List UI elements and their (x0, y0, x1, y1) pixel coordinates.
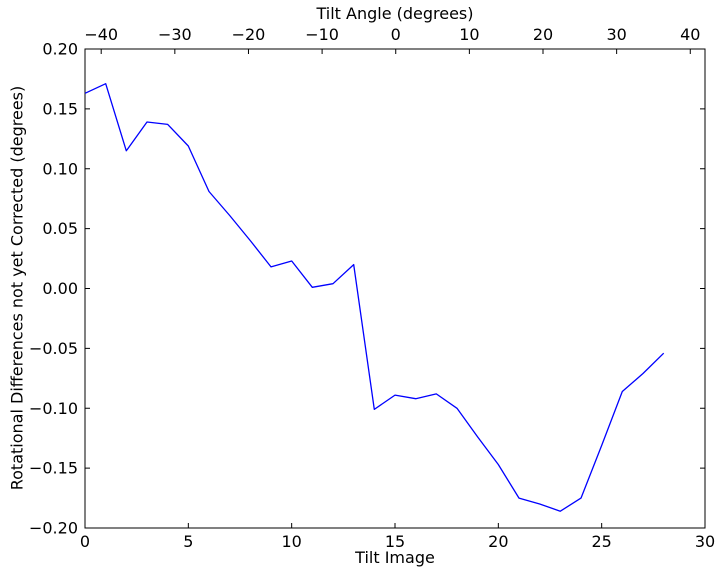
bottom-tick-label: 0 (80, 532, 90, 551)
y-tick-label: 0.10 (42, 159, 78, 178)
bottom-tick-label: 20 (488, 532, 508, 551)
bottom-tick-label: 30 (695, 532, 715, 551)
y-tick-label: 0.00 (42, 279, 78, 298)
y-tick-label: 0.15 (42, 99, 78, 118)
bottom-tick-label: 25 (591, 532, 611, 551)
top-tick-label: 30 (606, 25, 626, 44)
top-tick-label: −10 (305, 25, 339, 44)
y-tick-label: −0.20 (29, 519, 78, 538)
bottom-tick-label: 5 (183, 532, 193, 551)
y-tick-label: 0.20 (42, 40, 78, 59)
bottom-tick-label: 10 (281, 532, 301, 551)
y-axis-title: Rotational Differences not yet Corrected… (7, 85, 27, 491)
top-tick-label: −30 (158, 25, 192, 44)
bottom-tick-label: 15 (385, 532, 405, 551)
bottom-axis-title: Tilt Image (355, 548, 435, 567)
top-axis-title: Tilt Angle (degrees) (316, 4, 474, 23)
plot-frame (84, 48, 706, 529)
top-tick-label: −40 (84, 25, 118, 44)
y-tick-label: −0.10 (29, 399, 78, 418)
top-tick-label: 10 (459, 25, 479, 44)
y-tick-label: 0.05 (42, 219, 78, 238)
y-tick-label: −0.15 (29, 459, 78, 478)
top-tick-label: 0 (391, 25, 401, 44)
top-tick-label: 40 (680, 25, 700, 44)
y-tick-label: −0.05 (29, 339, 78, 358)
top-tick-label: 20 (533, 25, 553, 44)
data-line-rotational-difference (84, 83, 665, 512)
top-tick-label: −20 (232, 25, 266, 44)
